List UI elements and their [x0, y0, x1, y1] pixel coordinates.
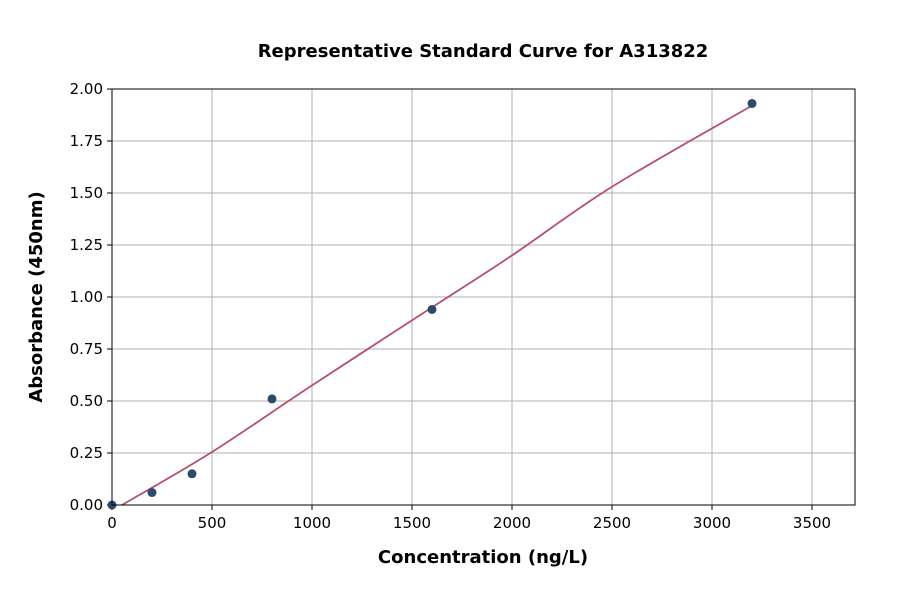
plot-frame [111, 88, 856, 506]
y-tick-label: 1.00 [70, 288, 103, 306]
x-tick-label: 3000 [693, 514, 731, 532]
y-tick-label: 0.75 [70, 340, 103, 358]
x-axis-label: Concentration (ng/L) [378, 547, 588, 568]
x-tick-label: 1500 [393, 514, 431, 532]
y-tick-label: 1.50 [70, 184, 103, 202]
data-point [427, 304, 437, 314]
x-tick-label: 0 [107, 514, 117, 532]
data-point [147, 488, 157, 498]
y-tick-label: 1.75 [70, 132, 103, 150]
x-tick-label: 2500 [593, 514, 631, 532]
x-tick-label: 500 [198, 514, 227, 532]
data-point [747, 99, 757, 109]
x-tick-label: 2000 [493, 514, 531, 532]
y-tick-label: 0.25 [70, 444, 103, 462]
x-tick-label: 3500 [793, 514, 831, 532]
chart-title: Representative Standard Curve for A31382… [258, 41, 709, 62]
x-tick-label: 1000 [293, 514, 331, 532]
y-tick-label: 0.00 [70, 496, 103, 514]
y-tick-label: 2.00 [70, 80, 103, 98]
y-tick-label: 0.50 [70, 392, 103, 410]
data-point [187, 469, 197, 479]
data-point [267, 394, 277, 404]
y-axis-label: Absorbance (450nm) [26, 191, 47, 402]
y-tick-label: 1.25 [70, 236, 103, 254]
